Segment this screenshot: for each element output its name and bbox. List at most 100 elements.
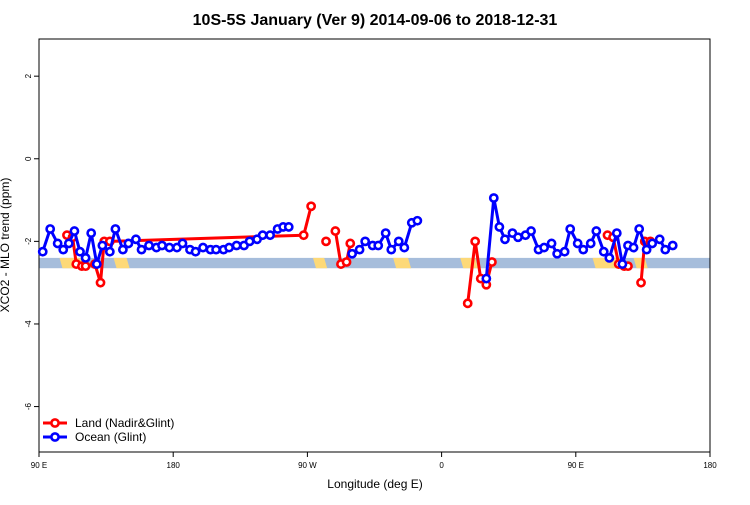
x-tick-label: 90 E bbox=[568, 461, 584, 470]
ocean-surface-band bbox=[39, 257, 710, 269]
ocean-data-point bbox=[144, 240, 154, 251]
ocean-data-point bbox=[97, 240, 108, 251]
x-axis-label: Longitude (deg E) bbox=[327, 477, 422, 491]
ocean-data-point bbox=[164, 242, 175, 253]
plot-area: 90 E 180 90 W 0 90 E 180 2 0 -2 -4 -6 Land (Nadir&G… bbox=[24, 38, 717, 470]
ocean-data-point bbox=[565, 224, 576, 234]
land-data-point bbox=[80, 261, 91, 272]
ocean-data-point bbox=[177, 238, 188, 249]
ocean-data-point bbox=[354, 244, 365, 255]
y-tick-label: -2 bbox=[24, 237, 33, 245]
ocean-data-point bbox=[69, 226, 80, 236]
ocean-data-point bbox=[604, 252, 615, 263]
ocean-data-point bbox=[399, 242, 410, 253]
ocean-data-point bbox=[634, 224, 645, 234]
y-tick-label: -6 bbox=[24, 402, 33, 410]
ocean-data-point bbox=[591, 226, 602, 236]
land-data-point bbox=[470, 236, 481, 247]
ocean-data-point bbox=[611, 228, 622, 239]
ocean-data-point bbox=[190, 246, 201, 257]
ocean-data-point bbox=[58, 244, 69, 255]
ocean-data-point bbox=[244, 236, 255, 247]
ocean-data-point bbox=[386, 244, 397, 255]
ocean-data-point bbox=[224, 242, 235, 253]
ocean-data-point bbox=[481, 273, 492, 284]
ocean-data-point bbox=[63, 238, 74, 249]
ocean-data-point bbox=[585, 238, 596, 249]
legend-entry-label: Ocean (Glint) bbox=[75, 430, 146, 444]
ocean-data-point bbox=[131, 234, 141, 245]
ocean-data-point bbox=[578, 244, 589, 255]
ocean-data-point bbox=[526, 226, 536, 236]
land-data-point bbox=[345, 238, 356, 249]
land-data-point bbox=[341, 257, 352, 267]
land-data-point bbox=[306, 201, 317, 212]
ocean-data-point bbox=[572, 238, 583, 249]
ocean-data-point bbox=[539, 242, 550, 253]
ocean-data-point bbox=[598, 246, 609, 257]
x-tick-label: 180 bbox=[703, 461, 717, 470]
y-tick-label: 0 bbox=[24, 156, 33, 161]
ocean-data-point bbox=[110, 224, 121, 234]
ocean-data-point bbox=[347, 248, 358, 259]
ocean-data-point bbox=[500, 234, 510, 245]
land-surface-band bbox=[113, 257, 130, 269]
land-surface-band bbox=[312, 257, 328, 269]
land-data-point bbox=[462, 298, 473, 309]
ocean-data-point bbox=[80, 252, 91, 263]
y-tick-label: 2 bbox=[24, 73, 33, 78]
land-surface-band bbox=[460, 257, 479, 269]
ocean-data-point bbox=[37, 246, 48, 257]
chart-title: 10S-5S January (Ver 9) 2014-09-06 to 201… bbox=[193, 12, 558, 29]
legend-swatch-marker bbox=[50, 432, 60, 442]
ocean-data-point bbox=[104, 246, 115, 257]
ocean-data-point bbox=[546, 238, 557, 249]
ocean-data-point bbox=[211, 244, 221, 255]
ocean-data-point bbox=[654, 234, 665, 245]
ocean-data-point bbox=[45, 224, 56, 234]
y-axis-label: XCO2 - MLO trend (ppm) bbox=[0, 178, 12, 313]
ocean-data-point bbox=[231, 240, 242, 251]
ocean-data-point bbox=[117, 244, 128, 255]
legend-swatch-marker bbox=[50, 418, 60, 428]
ocean-data-point bbox=[667, 240, 678, 251]
ocean-data-point bbox=[552, 248, 563, 259]
y-tick-label: -4 bbox=[24, 320, 33, 328]
land-data-point bbox=[321, 236, 331, 247]
x-tick-label: 90 E bbox=[31, 461, 47, 470]
ocean-data-point bbox=[660, 244, 671, 255]
land-surface-band bbox=[393, 257, 412, 269]
ocean-data-point bbox=[559, 246, 570, 257]
ocean-data-point bbox=[91, 259, 102, 269]
land-data-point bbox=[636, 277, 646, 288]
ocean-data-point bbox=[373, 240, 384, 251]
ocean-data-point bbox=[513, 232, 523, 243]
ocean-data-point bbox=[393, 236, 404, 247]
ocean-data-point bbox=[75, 246, 85, 257]
x-tick-label: 0 bbox=[439, 461, 444, 470]
x-tick-label: 90 W bbox=[298, 461, 317, 470]
ocean-data-point bbox=[136, 244, 147, 255]
ocean-data-point bbox=[617, 259, 628, 269]
ocean-data-point bbox=[123, 238, 134, 249]
ocean-data-point bbox=[52, 238, 63, 249]
ocean-data-point bbox=[494, 222, 505, 232]
ocean-data-point bbox=[641, 244, 652, 255]
ocean-data-point bbox=[198, 242, 208, 253]
ocean-data-point bbox=[265, 230, 276, 241]
ocean-data-point bbox=[628, 242, 639, 253]
ocean-data-point bbox=[157, 240, 167, 251]
ocean-data-point bbox=[283, 222, 294, 232]
ocean-data-point bbox=[488, 193, 499, 203]
ocean-data-point bbox=[257, 230, 268, 241]
ocean-data-point bbox=[86, 228, 97, 239]
ocean-data-point bbox=[412, 215, 423, 226]
land-data-point bbox=[298, 230, 309, 241]
plot-frame bbox=[38, 38, 711, 453]
land-data-point bbox=[330, 226, 341, 236]
ocean-data-point bbox=[360, 236, 371, 247]
land-data-point bbox=[95, 277, 106, 288]
ocean-data-point bbox=[647, 238, 658, 249]
